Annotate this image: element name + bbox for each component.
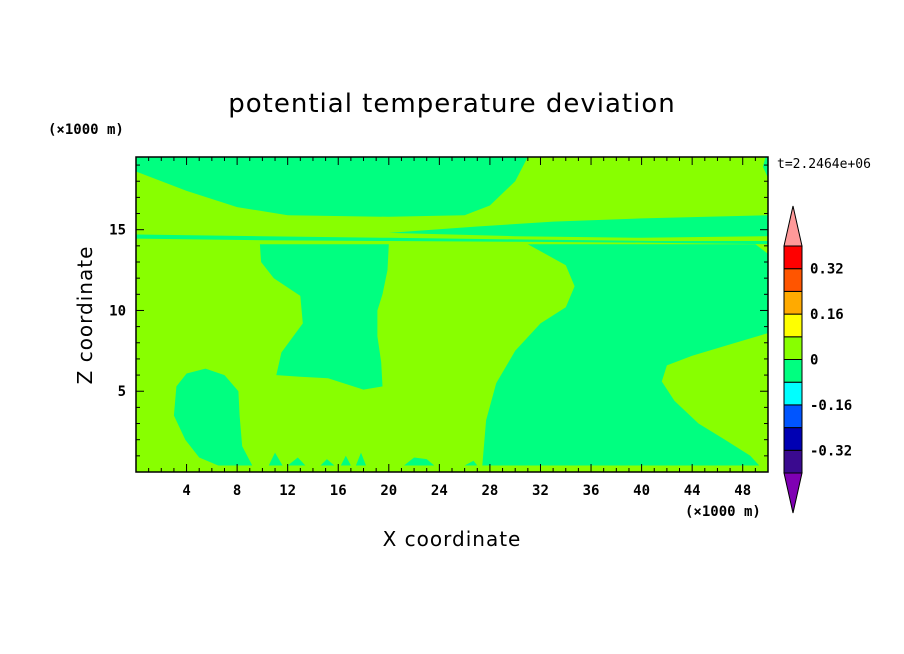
- contour-region-0: [136, 157, 528, 217]
- y-tick-label: 5: [118, 384, 126, 400]
- contour-region-3: [259, 244, 389, 390]
- y-tick-label: 15: [109, 223, 126, 239]
- y-axis-title: Z coordinate: [73, 246, 97, 385]
- colorbar-swatch: [783, 427, 803, 451]
- x-tick-label: 48: [734, 483, 751, 499]
- x-tick-label: 32: [532, 483, 549, 499]
- colorbar-label: 0.32: [810, 262, 844, 278]
- colorbar-swatch: [783, 290, 803, 315]
- colorbar-swatch: [783, 313, 803, 338]
- colorbar-swatch: [783, 359, 803, 383]
- colorbar-label: 0.16: [810, 307, 844, 323]
- x-tick-label: 36: [583, 483, 600, 499]
- x-tick-label: 4: [182, 483, 190, 499]
- contour-region-4: [482, 244, 768, 466]
- x-tick-label: 28: [481, 483, 498, 499]
- colorbar-max-arrow: [783, 205, 803, 247]
- chart-title: potential temperature deviation: [228, 89, 675, 119]
- colorbar-label: 0: [810, 353, 818, 369]
- colorbar-swatch: [783, 245, 803, 270]
- x-tick-label: 44: [684, 483, 701, 499]
- x-tick-label: 24: [431, 483, 448, 499]
- colorbar-swatch: [783, 449, 803, 474]
- x-tick-label: 20: [380, 483, 397, 499]
- contour-region-7: [762, 157, 768, 178]
- colorbar-swatch: [783, 404, 803, 429]
- x-unit-label: (×1000 m): [685, 504, 761, 520]
- x-tick-label: 16: [330, 483, 347, 499]
- contour-region-8: [268, 452, 559, 466]
- contour-region-1: [136, 234, 768, 245]
- time-label: t=2.2464e+06: [777, 157, 871, 172]
- colorbar-min-arrow: [783, 472, 803, 514]
- contour-region-6: [404, 457, 435, 466]
- colorbar-label: -0.32: [810, 443, 852, 459]
- contour-region-5: [173, 368, 253, 466]
- colorbar-swatch: [783, 268, 803, 292]
- x-tick-label: 8: [233, 483, 241, 499]
- colorbar-swatch: [783, 381, 803, 406]
- colorbar: 0.32 0.16 0 -0.16 -0.32: [783, 205, 852, 514]
- colorbar-label: -0.16: [810, 398, 852, 414]
- contour-region-2: [388, 215, 768, 238]
- plot-field: [136, 157, 768, 472]
- y-axis-ticks: 5 10 15: [109, 164, 768, 457]
- y-tick-label: 10: [109, 303, 126, 319]
- colorbar-swatch: [783, 336, 803, 360]
- x-tick-label: 12: [279, 483, 296, 499]
- y-unit-label: (×1000 m): [48, 122, 124, 138]
- x-axis-title: X coordinate: [383, 527, 522, 551]
- x-tick-label: 40: [633, 483, 650, 499]
- x-axis-ticks: 4 8 12 16 20 24 28 32 36 40 44 48: [148, 157, 756, 499]
